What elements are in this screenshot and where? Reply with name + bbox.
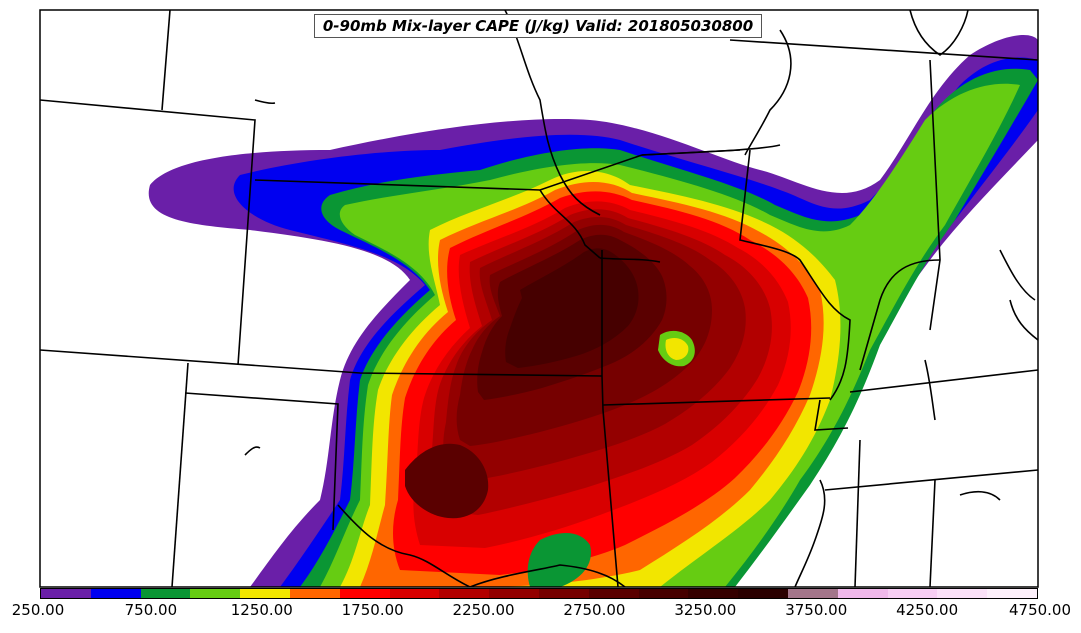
colorbar-swatch xyxy=(140,589,191,598)
colorbar-tick-label: 2250.00 xyxy=(452,601,515,619)
colorbar-swatch xyxy=(937,589,988,598)
colorbar-tick-label: 750.00 xyxy=(124,601,178,619)
colorbar-tick-label: 3250.00 xyxy=(674,601,737,619)
colorbar-tick-label: 250.00 xyxy=(11,601,65,619)
colorbar-swatch xyxy=(688,589,739,598)
map-title: 0-90mb Mix-layer CAPE (J/kg) Valid: 2018… xyxy=(314,14,762,38)
colorbar-tick-label: 3750.00 xyxy=(785,601,848,619)
map-frame xyxy=(39,9,1039,588)
colorbar-swatch xyxy=(738,589,788,598)
colorbar-swatch xyxy=(439,589,490,598)
colorbar-swatch xyxy=(987,589,1037,598)
colorbar-swatch xyxy=(887,589,938,598)
colorbar-tick-label: 4250.00 xyxy=(896,601,959,619)
colorbar-swatch xyxy=(339,589,390,598)
colorbar-swatch xyxy=(289,589,340,598)
colorbar-swatch xyxy=(190,589,241,598)
state-boundaries xyxy=(40,10,1038,587)
colorbar-swatch xyxy=(389,589,440,598)
colorbar-tick-label: 4750.00 xyxy=(1008,601,1072,619)
colorbar xyxy=(40,588,1038,599)
colorbar-swatch xyxy=(240,589,290,598)
colorbar-swatch xyxy=(787,589,838,598)
colorbar-swatch xyxy=(489,589,539,598)
colorbar-swatch xyxy=(837,589,888,598)
colorbar-swatch xyxy=(90,589,141,598)
colorbar-tick-label: 1750.00 xyxy=(341,601,404,619)
colorbar-tick-label: 2750.00 xyxy=(563,601,626,619)
colorbar-tick-label: 1250.00 xyxy=(230,601,293,619)
colorbar-swatch xyxy=(538,589,589,598)
colorbar-swatch xyxy=(41,589,91,598)
colorbar-swatch xyxy=(638,589,689,598)
colorbar-swatch xyxy=(588,589,639,598)
